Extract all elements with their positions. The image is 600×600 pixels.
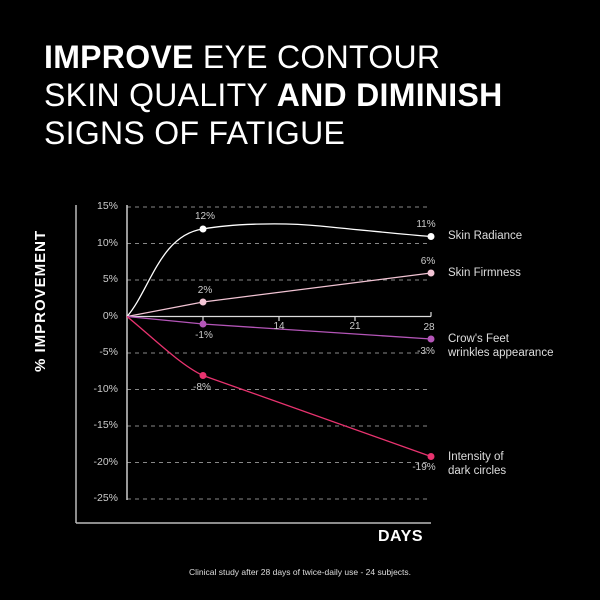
x-tick: 21 [349, 321, 361, 332]
y-tick: 10% [96, 237, 118, 249]
title-bold-1: IMPROVE [44, 39, 194, 75]
legend-dark-line2: dark circles [448, 465, 507, 477]
data-label-dark-d28: -19% [412, 462, 436, 473]
legend-crows-line1: Crow's Feet [448, 333, 509, 345]
point-crows-d28 [427, 335, 435, 343]
y-tick: -25% [93, 492, 118, 504]
gridlines [127, 206, 431, 500]
data-label-crows-d28: -3% [417, 346, 435, 357]
title-line-2: SKIN QUALITY AND DIMINISH [44, 76, 503, 114]
data-label-dark-d7: -8% [193, 382, 211, 393]
y-tick: -10% [93, 383, 118, 395]
point-dark-d28 [427, 453, 435, 460]
title-bold-2: AND DIMINISH [276, 77, 503, 113]
y-tick: -20% [93, 456, 118, 468]
title-line-1: IMPROVE EYE CONTOUR [44, 38, 503, 76]
y-tick: -5% [99, 346, 118, 358]
legend-skin-firmness: Skin Firmness [448, 267, 521, 279]
title-rest-1: EYE CONTOUR [193, 39, 441, 75]
point-firmness-d28 [427, 269, 435, 277]
title-line-3: SIGNS OF FATIGUE [44, 115, 346, 151]
point-radiance-d28 [427, 233, 435, 240]
legend-dark-line1: Intensity of [448, 451, 504, 463]
data-label-radiance-d7: 12% [194, 211, 216, 222]
y-tick: -15% [93, 419, 118, 431]
point-dark-d7 [199, 372, 207, 379]
data-label-radiance-d28: 11% [416, 219, 436, 230]
point-crows-d7 [199, 320, 207, 328]
legend-dark-circles: Intensity of dark circles [448, 450, 506, 478]
point-firmness-d7 [199, 298, 207, 306]
y-axis-label: % IMPROVEMENT [32, 229, 49, 372]
y-tick: 15% [96, 200, 118, 212]
legend-crows-feet: Crow's Feet wrinkles appearance [448, 332, 553, 360]
x-axis-ticks [202, 312, 432, 321]
x-tick: 28 [423, 322, 435, 333]
legend-skin-radiance: Skin Radiance [448, 230, 523, 242]
y-tick: 5% [102, 273, 118, 285]
y-tick: 0% [102, 310, 118, 322]
chart-title: IMPROVE EYE CONTOUR SKIN QUALITY AND DIM… [44, 38, 503, 152]
data-label-firmness-d7: 2% [197, 285, 213, 296]
x-axis-label: DAYS [378, 528, 423, 545]
title-rest-2: SKIN QUALITY [44, 77, 277, 113]
legend-crows-line2: wrinkles appearance [448, 347, 554, 359]
point-radiance-d7 [199, 225, 207, 233]
series-skin-radiance [126, 223, 432, 317]
footnote: Clinical study after 28 days of twice-da… [188, 567, 412, 577]
data-label-crows-d7: -1% [195, 330, 213, 341]
x-tick: 14 [273, 321, 285, 332]
data-label-firmness-d28: 6% [420, 256, 436, 267]
series-dark-circles [126, 315, 432, 458]
